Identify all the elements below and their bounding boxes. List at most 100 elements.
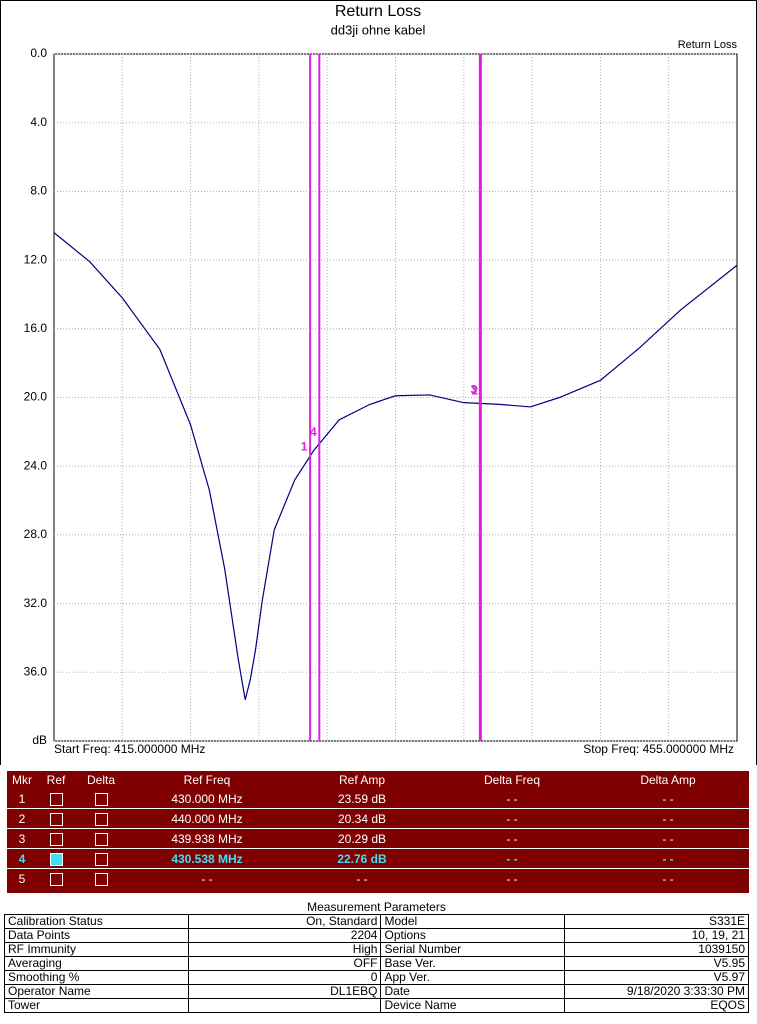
ref-checkbox-cell xyxy=(37,869,75,889)
parameter-name: Device Name xyxy=(380,998,565,1013)
delta-checkbox[interactable] xyxy=(94,872,108,886)
marker-label: 3 xyxy=(470,383,477,397)
y-tick-label: dB xyxy=(32,733,47,747)
marker-value: 440.000 MHz xyxy=(127,808,287,829)
parameter-value: DL1EBQ xyxy=(188,984,382,999)
delta-checkbox[interactable] xyxy=(94,852,108,866)
legend-entry: Return Loss xyxy=(678,39,738,51)
parameter-name: RF Immunity xyxy=(3,942,190,957)
marker-number: 3 xyxy=(7,828,37,849)
y-tick-label: 28.0 xyxy=(24,527,48,541)
stop-freq: Stop Freq: 455.000000 MHz xyxy=(583,742,734,756)
parameters-title: Measurement Parameters xyxy=(307,900,446,914)
marker-value: 20.34 dB xyxy=(287,808,437,829)
parameter-name: Operator Name xyxy=(3,984,190,999)
marker-value: - - xyxy=(662,871,674,886)
marker-table: Mkr Ref Delta Ref Freq Ref Amp Delta Freq Delt… xyxy=(7,771,749,893)
marker-row[interactable]: 3 439.938 MHz 20.29 dB - -- - xyxy=(7,828,749,849)
y-tick-label: 12.0 xyxy=(24,252,48,266)
parameter-name: Options xyxy=(380,928,565,943)
parameter-value: V5.97 xyxy=(563,970,750,985)
delta-checkbox[interactable] xyxy=(94,812,108,826)
parameter-name: Date xyxy=(380,984,565,999)
parameter-row: Calibration Status On, Standard Model S331E xyxy=(3,914,750,929)
marker-row[interactable]: 5 - - - - - - - - xyxy=(7,869,749,889)
ref-checkbox[interactable] xyxy=(49,852,63,866)
marker-number: 4 xyxy=(7,848,37,869)
y-tick-label: 32.0 xyxy=(24,596,48,610)
parameter-value: EQOS xyxy=(563,998,750,1013)
parameter-value: High xyxy=(188,942,382,957)
parameter-value: 0 xyxy=(188,970,382,985)
parameters-table: Measurement Parameters Calibration Status… xyxy=(3,901,750,1013)
chart: Return Loss dd3ji ohne kabel Return Loss… xyxy=(0,0,757,765)
column-header: Ref Freq xyxy=(183,773,231,787)
marker-value: - - xyxy=(356,871,368,886)
marker-value: - - xyxy=(587,848,749,869)
marker-number: 1 xyxy=(7,789,37,809)
start-freq: Start Freq: 415.000000 MHz xyxy=(54,742,205,756)
ref-checkbox-cell xyxy=(37,789,75,809)
y-tick-label: 36.0 xyxy=(24,664,48,678)
marker-value: - - xyxy=(437,808,587,829)
parameter-name: Averaging xyxy=(3,956,190,971)
chart-title: Return Loss xyxy=(335,3,421,20)
parameter-value: OFF xyxy=(188,956,382,971)
parameter-value: 10, 19, 21 xyxy=(563,928,750,943)
marker-value: - - xyxy=(201,871,213,886)
marker-number: 2 xyxy=(7,808,37,829)
marker-value: - - xyxy=(587,789,749,809)
delta-checkbox[interactable] xyxy=(94,792,108,806)
marker-row[interactable]: 1 430.000 MHz 23.59 dB - -- - xyxy=(7,789,749,809)
marker-value: - - xyxy=(587,808,749,829)
parameter-row: Smoothing % 0 App Ver. V5.97 xyxy=(3,970,750,985)
delta-checkbox-cell xyxy=(75,869,127,889)
parameter-row: Data Points 2204 Options 10, 19, 21 xyxy=(3,928,750,943)
title-row: Measurement Parameters xyxy=(5,901,749,915)
column-header: Mkr xyxy=(12,773,32,787)
marker-number: 5 xyxy=(18,871,26,886)
marker-value: 20.29 dB xyxy=(287,828,437,849)
marker-row[interactable]: 2 440.000 MHz 20.34 dB - -- - xyxy=(7,808,749,829)
parameter-value: V5.95 xyxy=(563,956,750,971)
parameter-value xyxy=(188,998,382,1013)
column-header: Delta Freq xyxy=(483,773,541,787)
column-header: Delta Amp xyxy=(640,773,696,787)
ref-checkbox[interactable] xyxy=(49,872,63,886)
parameter-name: Serial Number xyxy=(380,942,565,957)
y-tick-label: 16.0 xyxy=(24,321,48,335)
trace xyxy=(53,232,738,700)
marker-label: 4 xyxy=(310,425,317,439)
column-header: Ref xyxy=(46,773,66,787)
parameter-row: Tower Device Name EQOS xyxy=(3,998,750,1013)
ref-checkbox-cell xyxy=(37,808,75,829)
parameter-value: S331E xyxy=(563,914,750,929)
header-row: Mkr Ref Delta Ref Freq Ref Amp Delta Freq Delt… xyxy=(7,771,749,789)
parameter-name: Model xyxy=(380,914,565,929)
parameter-row: Averaging OFF Base Ver. V5.95 xyxy=(3,956,750,971)
parameter-row: RF Immunity High Serial Number 1039150 xyxy=(3,942,750,957)
marker-label: 1 xyxy=(301,439,308,453)
y-tick-label: 0.0 xyxy=(30,46,47,60)
column-header: Delta xyxy=(86,773,115,787)
delta-checkbox-cell xyxy=(75,848,127,869)
marker-value: 22.76 dB xyxy=(287,848,437,869)
marker-value: 439.938 MHz xyxy=(127,828,287,849)
ref-checkbox[interactable] xyxy=(49,792,63,806)
parameter-name: Smoothing % xyxy=(3,970,190,985)
delta-checkbox[interactable] xyxy=(94,832,108,846)
parameter-row: Operator Name DL1EBQ Date 9/18/2020 3:33:30… xyxy=(3,984,750,999)
column-header: Ref Amp xyxy=(338,773,386,787)
parameter-value: 2204 xyxy=(188,928,382,943)
parameter-value: 1039150 xyxy=(563,942,750,957)
parameter-name: Base Ver. xyxy=(380,956,565,971)
marker-value: - - xyxy=(437,848,587,869)
delta-checkbox-cell xyxy=(75,789,127,809)
parameter-name: App Ver. xyxy=(380,970,565,985)
parameter-value: 9/18/2020 3:33:30 PM xyxy=(563,984,750,999)
parameter-name: Tower xyxy=(3,998,190,1013)
ref-checkbox[interactable] xyxy=(49,812,63,826)
marker-row[interactable]: 4 430.538 MHz 22.76 dB - -- - xyxy=(7,848,749,869)
ref-checkbox[interactable] xyxy=(49,832,63,846)
